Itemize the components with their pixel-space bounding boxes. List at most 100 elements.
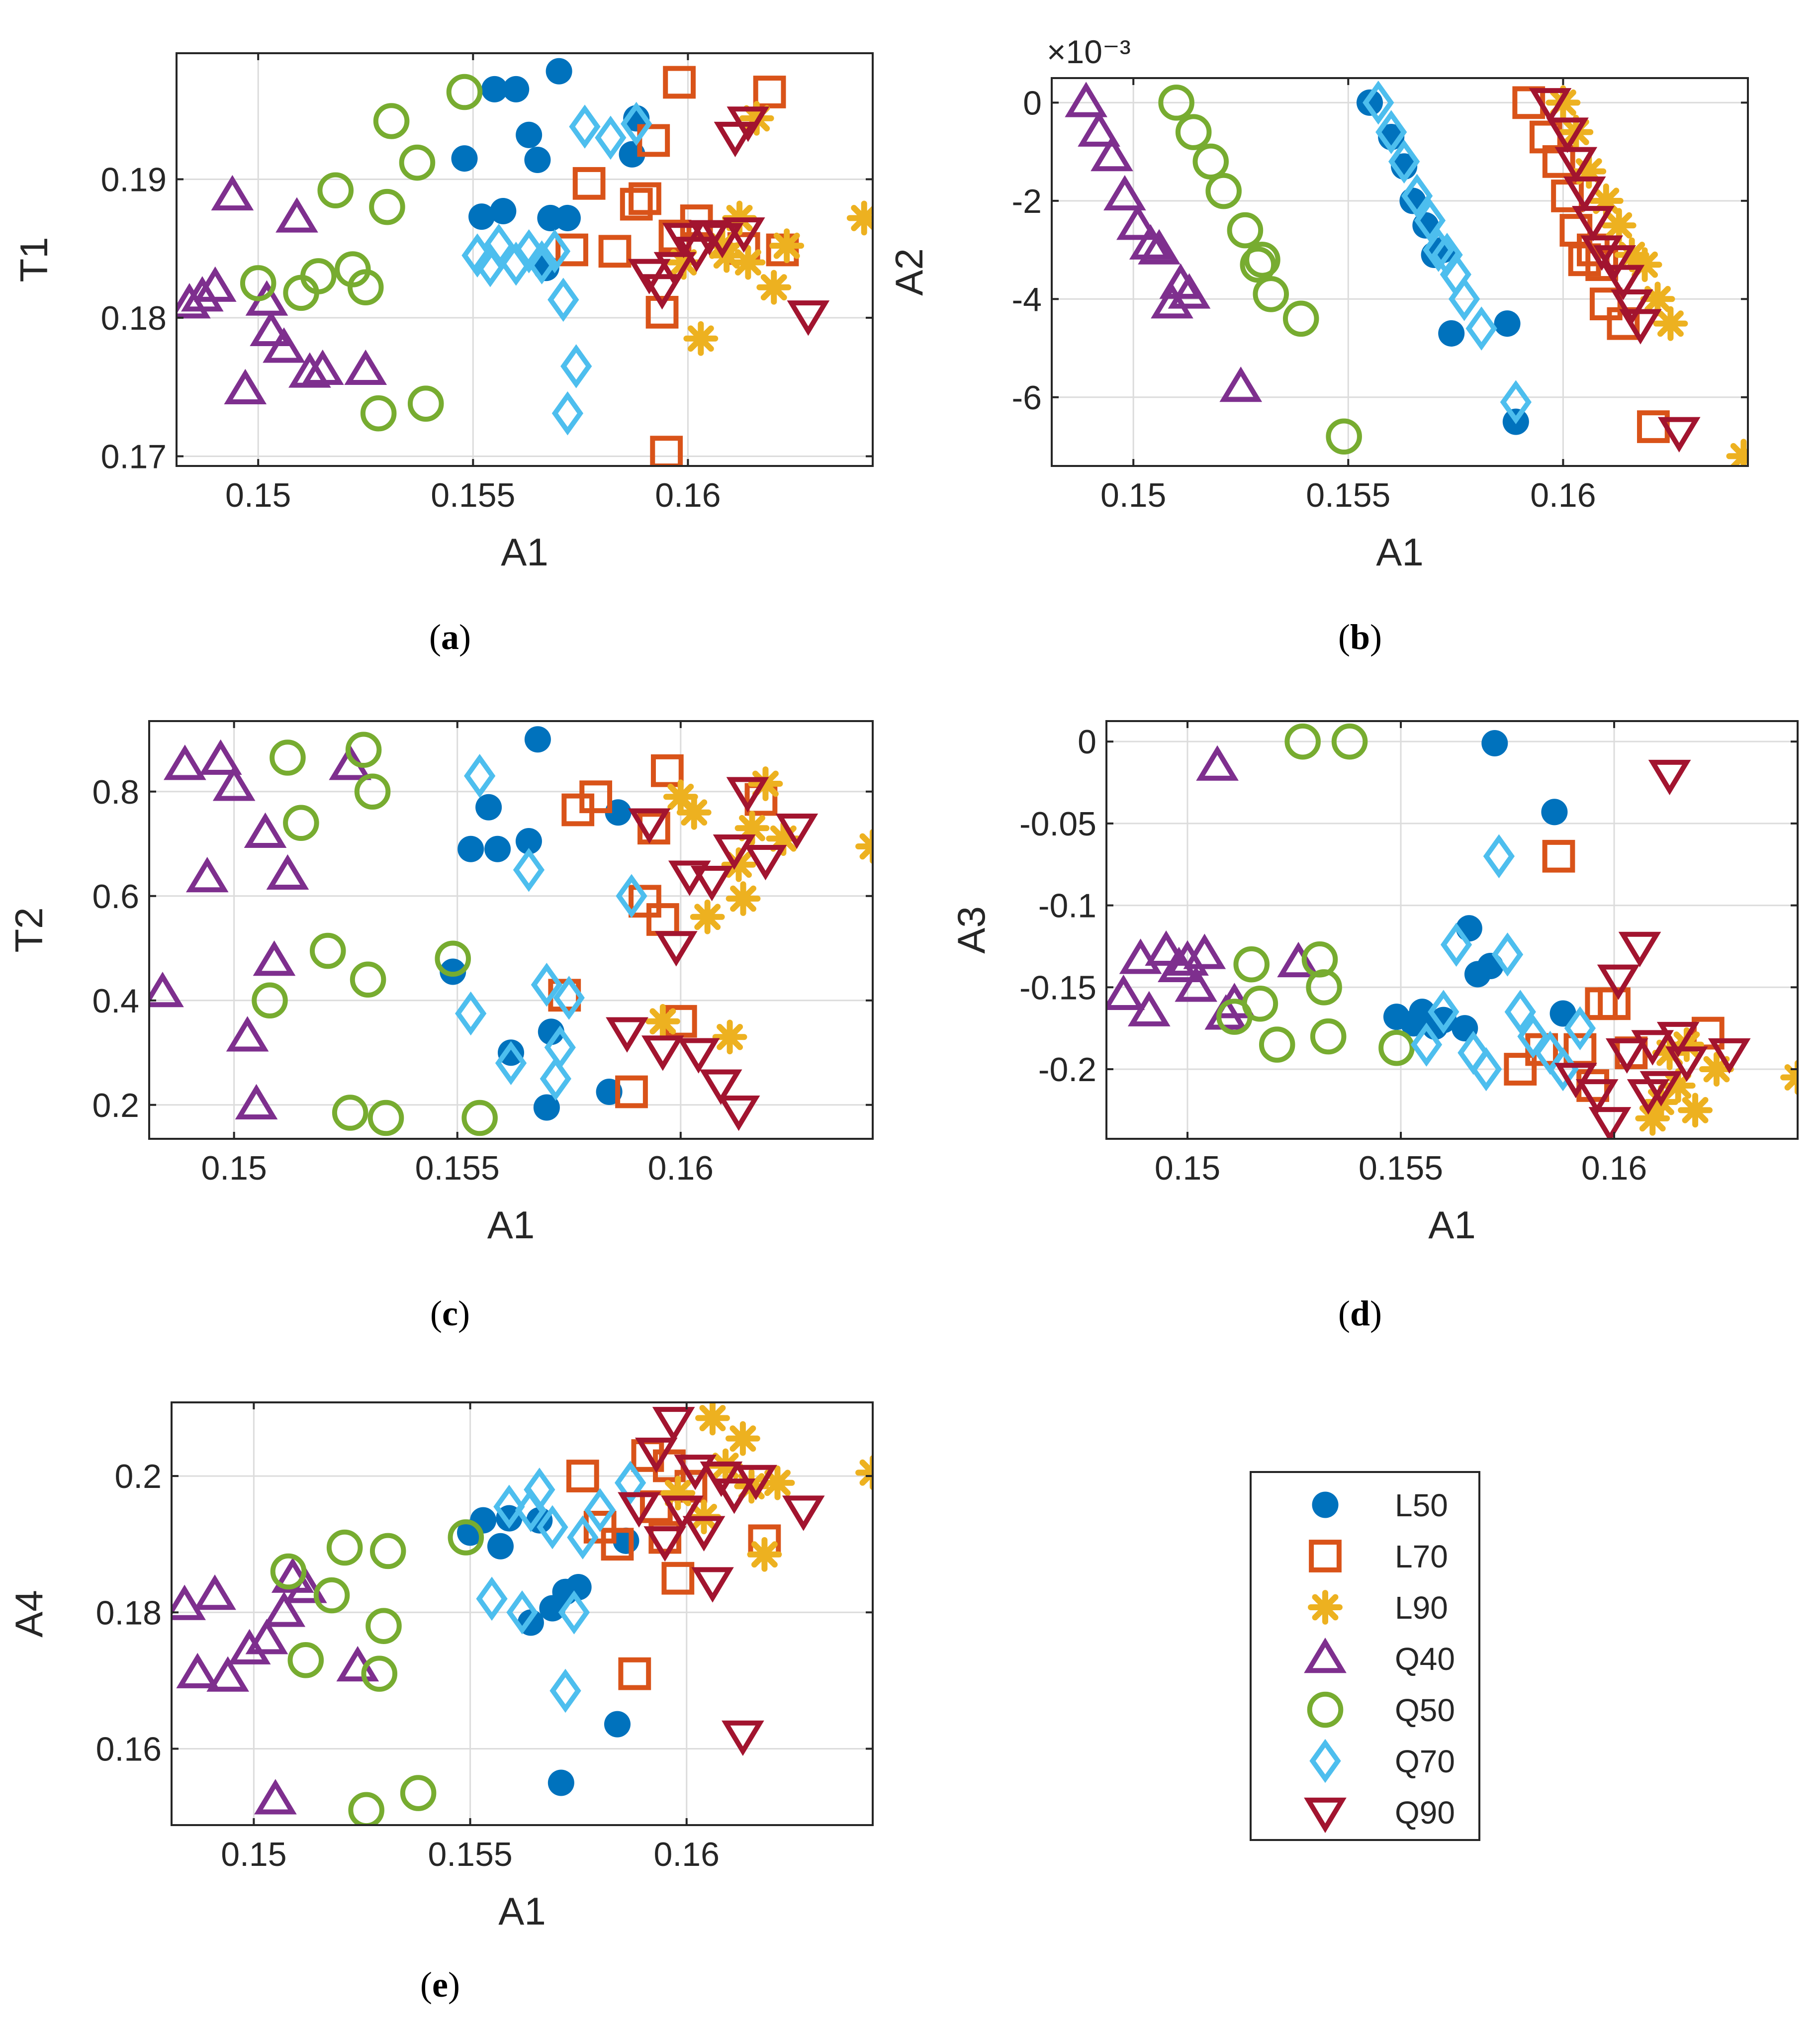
point-l50 xyxy=(1438,320,1465,347)
point-q90 xyxy=(675,237,718,273)
legend-marker-l50 xyxy=(1312,1491,1339,1518)
point-q90 xyxy=(1580,235,1624,271)
point-q50 xyxy=(252,982,288,1019)
point-l50 xyxy=(604,1711,631,1738)
point-q40 xyxy=(199,739,242,775)
point-q50 xyxy=(435,940,471,977)
point-l50 xyxy=(538,1018,564,1045)
point-q40 xyxy=(275,197,318,233)
point-q50 xyxy=(1310,1018,1347,1055)
point-l90 xyxy=(1780,1060,1798,1095)
point-q50 xyxy=(367,1100,404,1136)
point-q40 xyxy=(149,971,184,1008)
point-q50 xyxy=(1326,418,1362,455)
point-l50 xyxy=(515,828,542,855)
x-tick-label: 0.155 xyxy=(1359,1149,1443,1187)
point-q90 xyxy=(1665,1046,1708,1082)
point-q90 xyxy=(1618,931,1661,967)
point-q70 xyxy=(551,391,584,436)
point-l90 xyxy=(1653,306,1688,341)
point-q40 xyxy=(193,1574,236,1610)
point-q70 xyxy=(526,240,558,284)
point-q40 xyxy=(1103,175,1146,211)
point-q50 xyxy=(373,103,410,139)
y-tick-label: -0.15 xyxy=(1019,969,1096,1007)
point-q70 xyxy=(1388,139,1420,184)
point-l70 xyxy=(661,1562,695,1595)
point-q90 xyxy=(691,1567,734,1603)
point-q70 xyxy=(506,1590,538,1635)
point-l90 xyxy=(1699,1052,1734,1087)
point-q40 xyxy=(1145,930,1187,966)
axes-box-e xyxy=(171,1401,874,1826)
markers-d xyxy=(1106,723,1798,1139)
point-q90 xyxy=(1588,1107,1632,1139)
point-q90 xyxy=(1597,964,1640,1000)
point-q70 xyxy=(1448,277,1480,321)
point-l70 xyxy=(650,436,683,466)
point-l90 xyxy=(855,1455,873,1490)
panel-d: 0.15 0.155 0.16 -0.2 -0.15 -0.1 -0.05 0 A1 A3 xyxy=(949,720,1799,1247)
point-q50 xyxy=(270,1553,307,1590)
legend-item-q40: Q40 xyxy=(1304,1637,1455,1677)
point-l70 xyxy=(579,780,613,814)
point-q40 xyxy=(288,352,331,388)
point-q50 xyxy=(309,932,346,969)
y-tick-label: 0.16 xyxy=(96,1730,162,1768)
point-l70 xyxy=(766,233,799,267)
panel-c: 0.15 0.155 0.16 0.2 0.4 0.6 0.8 A1 T2 xyxy=(7,720,874,1247)
point-q40 xyxy=(1119,938,1162,974)
panel-a: 0.15 0.155 0.16 0.17 0.18 0.19 A1 T1 xyxy=(12,52,874,574)
point-q70 xyxy=(544,1025,576,1070)
point-q70 xyxy=(1363,81,1394,125)
point-q50 xyxy=(350,961,386,998)
y-axis-label: A3 xyxy=(949,906,993,953)
point-q50 xyxy=(287,1642,324,1678)
axes-box-d xyxy=(1105,720,1799,1140)
legend-item-q90: Q90 xyxy=(1304,1795,1455,1834)
x-tick-label: 0.155 xyxy=(431,476,515,514)
point-q50 xyxy=(1158,85,1194,121)
legend-marker-q40 xyxy=(1304,1637,1347,1673)
point-q50 xyxy=(1331,723,1368,760)
x-tick-label: 0.15 xyxy=(201,1149,267,1187)
y-tick-label: -6 xyxy=(1012,379,1042,417)
point-q50 xyxy=(283,805,319,841)
legend-item-l50: L50 xyxy=(1312,1487,1448,1523)
point-q50 xyxy=(1227,212,1264,249)
point-l70 xyxy=(601,1528,634,1561)
point-q90 xyxy=(1631,1030,1674,1066)
point-q50 xyxy=(1284,723,1321,760)
y-tick-label: -0.2 xyxy=(1038,1051,1096,1089)
panel-e: 0.15 0.155 0.16 0.16 0.18 0.2 A1 A4 xyxy=(7,1401,874,1933)
point-q40 xyxy=(1127,991,1171,1026)
point-q50 xyxy=(399,144,436,181)
point-q90 xyxy=(1610,289,1653,325)
point-l50 xyxy=(516,121,543,148)
legend-item-q50: Q50 xyxy=(1307,1691,1455,1728)
point-q70 xyxy=(531,962,562,1007)
legend-label: Q50 xyxy=(1395,1692,1455,1728)
point-q40 xyxy=(1078,111,1120,147)
point-q70 xyxy=(493,1484,525,1529)
x-tick-label: 0.16 xyxy=(655,476,721,514)
point-q40 xyxy=(206,1656,249,1692)
point-l50 xyxy=(546,58,572,85)
point-l50 xyxy=(497,1039,525,1066)
point-q50 xyxy=(1175,114,1212,150)
point-q50 xyxy=(332,1095,368,1131)
point-q40 xyxy=(1116,204,1159,240)
point-l50 xyxy=(1494,310,1521,337)
point-l50 xyxy=(1549,1000,1576,1027)
point-l50 xyxy=(1541,799,1568,826)
point-q70 xyxy=(1564,1006,1596,1050)
point-l70 xyxy=(663,66,696,99)
point-l90 xyxy=(726,881,761,916)
point-q40 xyxy=(172,1584,206,1620)
point-q90 xyxy=(674,1455,717,1490)
point-q50 xyxy=(1253,276,1289,312)
point-q50 xyxy=(1192,143,1229,180)
legend-label: Q40 xyxy=(1395,1641,1455,1677)
point-l50 xyxy=(1356,89,1383,116)
